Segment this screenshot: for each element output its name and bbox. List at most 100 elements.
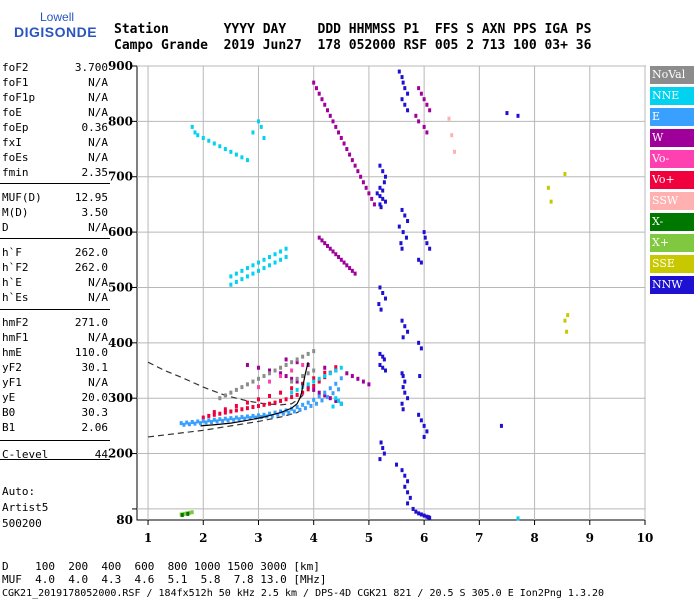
trace-point-e <box>179 421 183 426</box>
trace-point-nnw <box>425 429 429 434</box>
trace-point-noval <box>234 387 238 392</box>
trace-point-nne <box>190 124 194 129</box>
trace-point-nnw <box>382 451 386 456</box>
trace-point-nne <box>279 249 283 254</box>
trace-point-nne <box>229 274 233 279</box>
trace-point-nne <box>256 119 260 124</box>
trace-point-nnw <box>378 362 382 367</box>
trace-point-w <box>320 238 324 243</box>
param-label: foEs <box>2 151 29 164</box>
param-value: 2.06 <box>81 421 109 434</box>
trace-point-w <box>331 249 335 254</box>
trace-point-nnw <box>401 385 405 390</box>
param-label: yF1 <box>2 376 22 389</box>
trace-point-nne <box>256 260 260 265</box>
trace-point-nnw <box>417 412 421 417</box>
trace-point-vo <box>312 384 316 389</box>
param-value: 2.35 <box>81 166 109 179</box>
logo-lowell: Lowell <box>40 10 75 24</box>
trace-point-nnw <box>406 91 410 96</box>
trace-point-nnw <box>406 479 410 484</box>
trace-point-nnw <box>406 490 410 495</box>
param-value: N/A <box>88 136 108 149</box>
trace-point-nnw <box>411 506 415 511</box>
trace-point-nnw <box>378 351 382 356</box>
trace-point-nne <box>234 279 238 284</box>
trace-point-nnw <box>381 291 385 295</box>
trace-point-nne <box>339 401 343 406</box>
trace-point-nne <box>193 130 197 135</box>
trace-point-nnw <box>428 515 432 520</box>
trace-point-nnw <box>422 423 426 428</box>
trace-point-e <box>199 421 202 426</box>
trace-point-e <box>240 415 244 420</box>
param-label: hmF1 <box>2 331 29 344</box>
trace-point-e <box>254 415 258 420</box>
trace-point-vo <box>323 370 327 375</box>
param-row-foe: foE N/A <box>2 105 108 120</box>
trace-point-nnw <box>377 302 381 307</box>
trace-point-x <box>190 510 194 515</box>
param-value: N/A <box>88 106 108 119</box>
param-separator <box>0 238 110 239</box>
trace-point-e <box>223 416 227 421</box>
trace-point-nnw <box>419 346 423 351</box>
trace-point-vo <box>295 392 299 397</box>
trace-point-e <box>326 395 329 400</box>
trace-point-nne <box>234 152 238 157</box>
y-tick-label: 700 <box>108 170 133 184</box>
trace-point-w <box>348 266 352 271</box>
trace-point-nnw <box>418 374 422 379</box>
param-value: N/A <box>88 76 108 89</box>
param-value: 12.95 <box>74 191 108 204</box>
trace-point-w <box>417 86 421 91</box>
param-row-fof1p: foF1p N/A <box>2 90 108 105</box>
trace-point-nnw <box>379 307 383 312</box>
trace-point-w <box>256 365 260 370</box>
x-tick-label: 6 <box>420 531 428 545</box>
trace-point-e <box>279 409 283 414</box>
param-value: 262.0 <box>74 261 108 274</box>
trace-point-noval <box>312 368 316 373</box>
trace-point-noval <box>290 360 294 365</box>
trace-point-noval <box>229 390 233 395</box>
plot-frame <box>136 65 646 521</box>
trace-point-noval <box>301 374 305 379</box>
trace-point-w <box>323 393 327 398</box>
trace-point-w <box>323 365 327 370</box>
trace-point-e <box>314 401 318 406</box>
trace-point-e <box>221 418 225 423</box>
param-label: yE <box>2 391 16 404</box>
x-tick-label: 5 <box>365 531 373 545</box>
trace-point-w <box>345 263 349 268</box>
param-label: MUF(D) <box>2 191 42 204</box>
trace-point-w <box>323 241 327 246</box>
param-value: 3.50 <box>81 206 109 219</box>
trace-point-nnw <box>400 371 404 376</box>
trace-point-w <box>353 271 357 276</box>
x-tick-label: 8 <box>530 531 538 545</box>
trace-point-nnw <box>378 185 382 190</box>
trace-point-w <box>356 169 360 174</box>
x-tick-label: 3 <box>254 531 262 545</box>
param-row-hes: h`Es N/A <box>2 290 108 305</box>
trace-point-w <box>295 360 299 365</box>
param-value: N/A <box>88 91 108 104</box>
trace-point-w <box>317 235 321 240</box>
trace-point-nne <box>229 282 233 287</box>
trace-point-vo <box>284 397 288 402</box>
trace-point-nne <box>334 396 338 401</box>
trace-point-e <box>334 381 338 386</box>
param-row-mufd: MUF(D) 12.95 <box>2 190 108 205</box>
trace-point-w <box>328 396 332 401</box>
trace-point-nne <box>339 365 343 370</box>
param-row-foes: foEs N/A <box>2 150 108 165</box>
legend-item-e: E <box>650 108 694 126</box>
trace-point-nnw <box>422 434 426 439</box>
trace-point-nne <box>290 390 294 395</box>
trace-point-nne <box>223 147 227 152</box>
trace-point-x <box>186 511 190 516</box>
trace-point-nnw <box>400 468 404 473</box>
x-tick-label: 2 <box>199 531 207 545</box>
param-row-fmin: fmin 2.35 <box>2 165 108 180</box>
